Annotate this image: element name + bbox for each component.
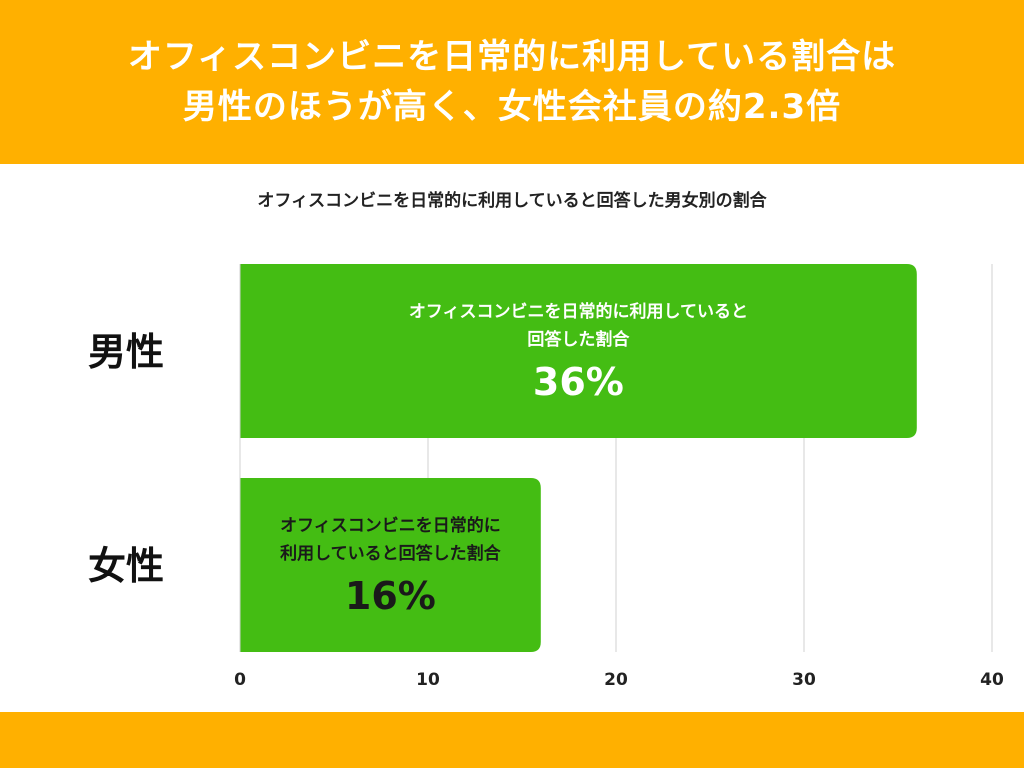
x-tick-label: 0 — [234, 670, 246, 690]
x-tick-label: 30 — [792, 670, 816, 690]
bar-caption: オフィスコンビニを日常的に利用していると — [409, 301, 748, 322]
header-banner: オフィスコンビニを日常的に利用している割合は 男性のほうが高く、女性会社員の約2… — [0, 0, 1024, 164]
chart-title: オフィスコンビニを日常的に利用していると回答した男女別の割合 — [257, 191, 767, 211]
bar-chart: 0 10 20 30 40男性オフィスコンビニを日常的に利用していると回答した割合36%… — [88, 264, 1004, 690]
value-label: 36% — [533, 360, 624, 404]
bar — [240, 264, 917, 438]
bar-caption: 利用していると回答した割合 — [280, 543, 501, 564]
bar-caption: オフィスコンビニを日常的に — [280, 515, 501, 536]
value-label: 16% — [345, 574, 436, 618]
x-tick-label: 10 — [416, 670, 440, 690]
bar — [240, 478, 541, 652]
category-label: 女性 — [88, 544, 164, 588]
x-tick-label: 40 — [980, 670, 1004, 690]
category-label: 男性 — [88, 330, 164, 374]
bar-caption: 回答した割合 — [527, 329, 630, 350]
headline-line-1: オフィスコンビニを日常的に利用している割合は — [127, 37, 897, 77]
footer-banner — [0, 712, 1024, 768]
x-tick-label: 20 — [604, 670, 628, 690]
headline-line-2: 男性のほうが高く、女性会社員の約2.3倍 — [182, 87, 842, 127]
